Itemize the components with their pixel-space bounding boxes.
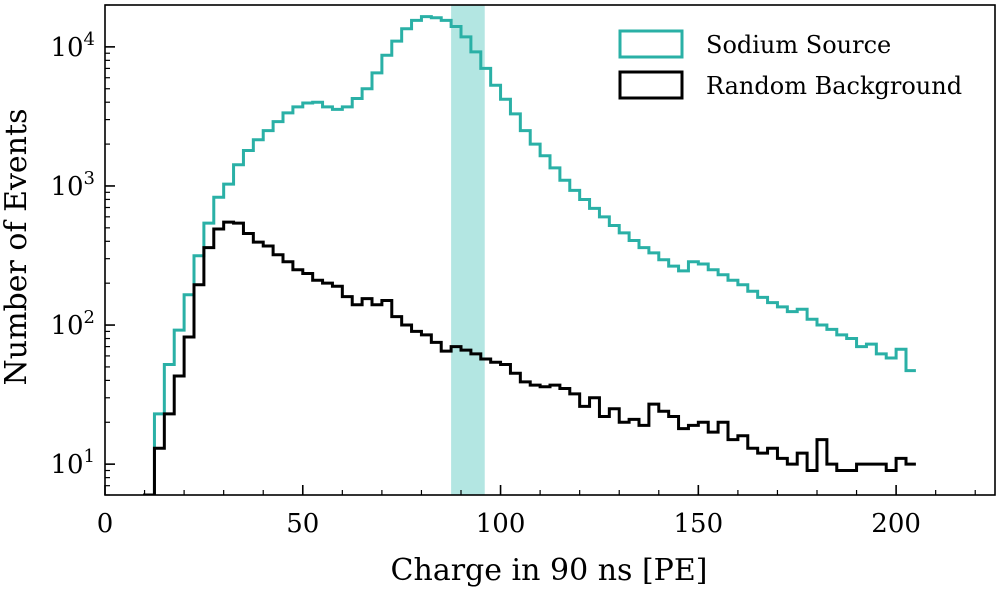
y-tick-label: 104: [50, 29, 95, 63]
legend: Sodium Source Random Background: [618, 29, 962, 100]
x-tick-label: 150: [674, 509, 724, 539]
legend-sodium-source-swatch: [618, 29, 684, 59]
series-random-background-step-line: [143, 220, 916, 495]
x-tick-label: 50: [286, 509, 319, 539]
x-axis-title: Charge in 90 ns [PE]: [391, 553, 708, 588]
series-layer: [143, 15, 916, 495]
legend-random-background-label: Random Background: [706, 72, 962, 100]
x-tick-label: 0: [97, 509, 114, 539]
legend-sodium-source-label: Sodium Source: [706, 31, 891, 59]
y-axis-title: Number of Events: [0, 109, 34, 386]
legend-random-background-swatch: [618, 70, 684, 100]
x-tick-label: 100: [476, 509, 526, 539]
highlight-band: [451, 5, 485, 495]
y-tick-label: 101: [50, 446, 95, 480]
x-tick-label: 200: [871, 509, 921, 539]
axes-layer: 0 50 100 150 200 101 102 103 104: [50, 4, 996, 539]
plot-frame: [104, 4, 996, 496]
series-sodium-source-step-line: [143, 15, 916, 495]
band-layer: [451, 5, 485, 495]
y-tick-label: 103: [50, 168, 95, 202]
y-tick-label: 102: [50, 307, 95, 341]
